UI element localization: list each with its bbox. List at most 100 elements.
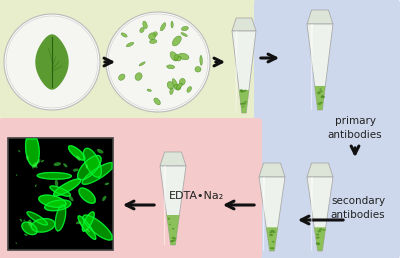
Ellipse shape bbox=[240, 91, 242, 92]
Polygon shape bbox=[26, 139, 39, 166]
Ellipse shape bbox=[271, 247, 274, 249]
Ellipse shape bbox=[86, 229, 90, 232]
Ellipse shape bbox=[174, 84, 181, 90]
Polygon shape bbox=[55, 205, 66, 231]
Ellipse shape bbox=[160, 23, 166, 31]
Ellipse shape bbox=[167, 65, 175, 69]
Ellipse shape bbox=[319, 228, 323, 231]
Polygon shape bbox=[259, 163, 285, 177]
Ellipse shape bbox=[178, 53, 189, 60]
Ellipse shape bbox=[179, 78, 185, 85]
Polygon shape bbox=[83, 148, 102, 177]
Ellipse shape bbox=[320, 102, 323, 103]
Polygon shape bbox=[160, 152, 186, 166]
Ellipse shape bbox=[35, 165, 38, 168]
Polygon shape bbox=[232, 18, 256, 31]
Ellipse shape bbox=[118, 74, 125, 80]
Ellipse shape bbox=[195, 67, 201, 72]
Polygon shape bbox=[164, 166, 166, 245]
Ellipse shape bbox=[271, 234, 273, 236]
FancyBboxPatch shape bbox=[8, 138, 113, 250]
Ellipse shape bbox=[317, 92, 321, 94]
Polygon shape bbox=[45, 200, 71, 211]
Ellipse shape bbox=[76, 221, 82, 224]
Ellipse shape bbox=[139, 62, 145, 66]
Ellipse shape bbox=[76, 156, 81, 161]
Ellipse shape bbox=[23, 220, 25, 221]
Ellipse shape bbox=[318, 91, 320, 93]
Polygon shape bbox=[39, 195, 66, 207]
Ellipse shape bbox=[55, 180, 58, 187]
Ellipse shape bbox=[270, 247, 272, 249]
Polygon shape bbox=[54, 179, 81, 196]
Polygon shape bbox=[83, 215, 112, 240]
Ellipse shape bbox=[102, 196, 106, 201]
Ellipse shape bbox=[244, 90, 247, 92]
Ellipse shape bbox=[6, 16, 98, 108]
Ellipse shape bbox=[37, 159, 40, 164]
Ellipse shape bbox=[143, 21, 147, 29]
Polygon shape bbox=[311, 24, 313, 110]
Text: primary
antibodies: primary antibodies bbox=[328, 116, 382, 140]
Ellipse shape bbox=[86, 164, 88, 169]
FancyBboxPatch shape bbox=[0, 0, 262, 125]
Ellipse shape bbox=[153, 32, 157, 36]
FancyBboxPatch shape bbox=[0, 118, 262, 258]
Ellipse shape bbox=[172, 36, 181, 46]
Ellipse shape bbox=[174, 54, 179, 60]
Ellipse shape bbox=[18, 150, 20, 152]
Ellipse shape bbox=[169, 224, 171, 225]
Ellipse shape bbox=[54, 162, 61, 166]
Ellipse shape bbox=[270, 230, 274, 232]
Polygon shape bbox=[307, 10, 333, 24]
Ellipse shape bbox=[167, 81, 174, 89]
Ellipse shape bbox=[316, 233, 319, 236]
Ellipse shape bbox=[73, 168, 78, 172]
Ellipse shape bbox=[176, 83, 182, 89]
Polygon shape bbox=[82, 163, 112, 184]
Ellipse shape bbox=[320, 95, 325, 98]
Ellipse shape bbox=[240, 90, 245, 93]
Polygon shape bbox=[239, 90, 249, 113]
Ellipse shape bbox=[177, 56, 181, 61]
Ellipse shape bbox=[269, 231, 272, 233]
Ellipse shape bbox=[26, 155, 29, 160]
Ellipse shape bbox=[240, 89, 243, 91]
Polygon shape bbox=[307, 24, 333, 110]
Polygon shape bbox=[307, 177, 333, 251]
Ellipse shape bbox=[32, 162, 38, 168]
FancyBboxPatch shape bbox=[254, 0, 400, 258]
Ellipse shape bbox=[240, 103, 243, 105]
Ellipse shape bbox=[150, 39, 157, 44]
Ellipse shape bbox=[171, 21, 173, 28]
Polygon shape bbox=[22, 222, 37, 235]
Polygon shape bbox=[259, 177, 285, 251]
Ellipse shape bbox=[170, 52, 178, 61]
Ellipse shape bbox=[181, 33, 187, 36]
Ellipse shape bbox=[316, 237, 318, 239]
Polygon shape bbox=[78, 156, 101, 180]
Polygon shape bbox=[79, 188, 95, 203]
Ellipse shape bbox=[69, 196, 74, 201]
Ellipse shape bbox=[187, 86, 192, 92]
Ellipse shape bbox=[173, 239, 176, 241]
Ellipse shape bbox=[323, 229, 326, 231]
Ellipse shape bbox=[320, 90, 322, 92]
Ellipse shape bbox=[242, 102, 246, 105]
Ellipse shape bbox=[63, 163, 68, 167]
Ellipse shape bbox=[147, 89, 151, 92]
Ellipse shape bbox=[321, 95, 324, 97]
Ellipse shape bbox=[168, 218, 170, 220]
Ellipse shape bbox=[172, 79, 178, 90]
Ellipse shape bbox=[170, 240, 174, 243]
Text: EDTA•Na₂: EDTA•Na₂ bbox=[168, 191, 224, 201]
Polygon shape bbox=[232, 31, 256, 113]
Ellipse shape bbox=[272, 241, 274, 243]
Ellipse shape bbox=[16, 174, 17, 176]
Polygon shape bbox=[50, 186, 70, 196]
Polygon shape bbox=[68, 146, 85, 160]
Polygon shape bbox=[31, 219, 55, 232]
Polygon shape bbox=[311, 177, 313, 251]
Polygon shape bbox=[315, 86, 325, 110]
Ellipse shape bbox=[97, 149, 104, 154]
